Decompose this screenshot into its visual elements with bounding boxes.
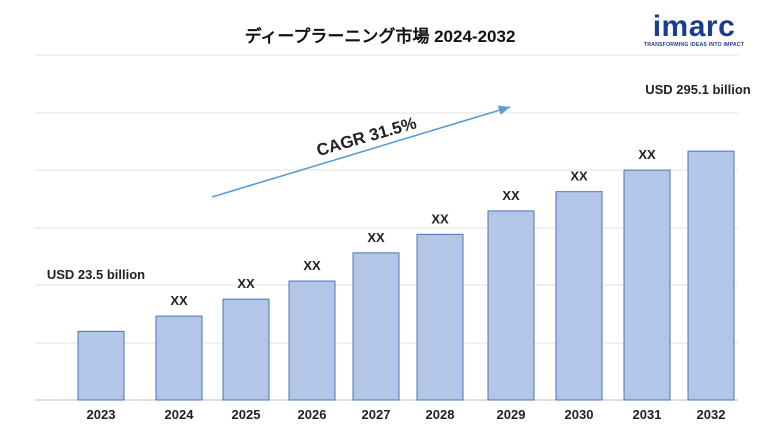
data-label-2028: XX: [431, 211, 449, 226]
bar-2023: [77, 330, 125, 401]
x-tick-2030: 2030: [565, 407, 594, 422]
cagr-label: CAGR 31.5%: [314, 113, 418, 160]
bar-2029: [487, 210, 535, 401]
data-label-2026: XX: [303, 258, 321, 273]
x-tick-2025: 2025: [232, 407, 261, 422]
x-tick-2032: 2032: [697, 407, 726, 422]
chart-title: ディープラーニング市場 2024-2032: [244, 27, 516, 46]
x-tick-2028: 2028: [426, 407, 455, 422]
data-label-2029: XX: [502, 188, 520, 203]
data-label-2025: XX: [237, 276, 255, 291]
bar-2026: [288, 280, 336, 401]
logo-tagline: TRANSFORMING IDEAS INTO IMPACT: [643, 42, 745, 48]
imarc-logo: imarc TRANSFORMING IDEAS INTO IMPACT: [628, 10, 760, 48]
bar-2031: [623, 169, 671, 401]
x-tick-2027: 2027: [362, 407, 391, 422]
x-tick-2029: 2029: [497, 407, 526, 422]
cagr-arrow: [211, 105, 511, 198]
data-label-2032: USD 295.1 billion: [645, 82, 751, 97]
bar-2025: [222, 298, 270, 401]
logo-wordmark: imarc: [652, 10, 736, 43]
x-tick-2026: 2026: [298, 407, 327, 422]
x-tick-2023: 2023: [87, 407, 116, 422]
bar-2024: [155, 315, 203, 401]
data-label-2031: XX: [638, 147, 656, 162]
bar-2027: [352, 252, 400, 401]
x-tick-2031: 2031: [633, 407, 662, 422]
bar-2028: [416, 233, 464, 401]
data-label-2023: USD 23.5 billion: [47, 267, 145, 282]
x-tick-2024: 2024: [165, 407, 195, 422]
data-label-2024: XX: [170, 293, 188, 308]
bar-2030: [555, 191, 603, 401]
data-label-2027: XX: [367, 230, 385, 245]
data-label-2030: XX: [570, 169, 588, 184]
bar-2032: [687, 150, 735, 401]
